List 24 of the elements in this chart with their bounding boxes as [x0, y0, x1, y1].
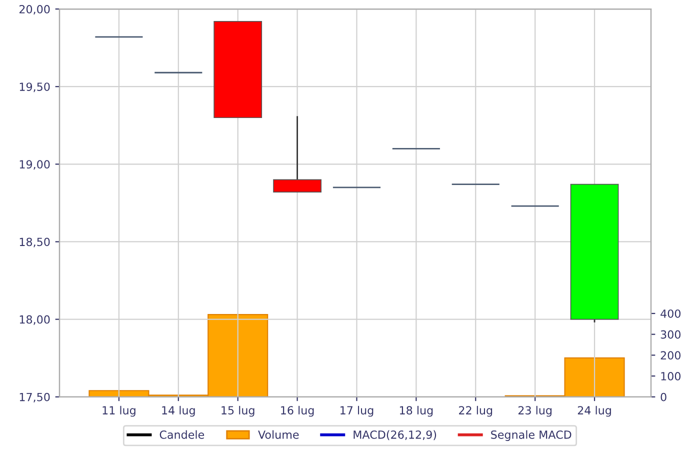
x-tick-label: 23 lug — [518, 406, 552, 417]
y-tick-label: 18,50 — [20, 238, 50, 248]
y-tick-label: 17,50 — [20, 392, 50, 402]
y-tick-label: 19,00 — [20, 160, 50, 170]
y-tick-label: 19,50 — [20, 82, 50, 92]
x-tick-label: 11 lug — [102, 406, 136, 417]
x-tick-label: 17 lug — [340, 406, 374, 417]
y2-tick-label: 200 — [660, 351, 680, 360]
y2-tick-label: 400 — [660, 309, 680, 318]
y2-tick-label: 0 — [660, 392, 666, 402]
legend-label: Volume — [258, 430, 299, 439]
x-tick-label: 22 lug — [459, 406, 492, 417]
legend-label: Segnale MACD — [491, 430, 572, 441]
y-tick-label: 20,00 — [19, 4, 50, 15]
y-tick-label: 18,00 — [20, 315, 50, 325]
x-tick-label: 16 lug — [281, 406, 314, 417]
x-tick-label: 15 lug — [222, 406, 254, 417]
x-tick-label: 24 lug — [578, 406, 611, 417]
x-tick-label: 14 lug — [162, 406, 195, 417]
y2-tick-label: 100 — [661, 372, 680, 380]
x-tick-label: 18 lug — [400, 406, 433, 417]
text: Candele — [160, 430, 204, 439]
y2-tick-label: 300 — [660, 330, 680, 339]
legend-label: MACD(26,12,9) — [354, 430, 436, 440]
